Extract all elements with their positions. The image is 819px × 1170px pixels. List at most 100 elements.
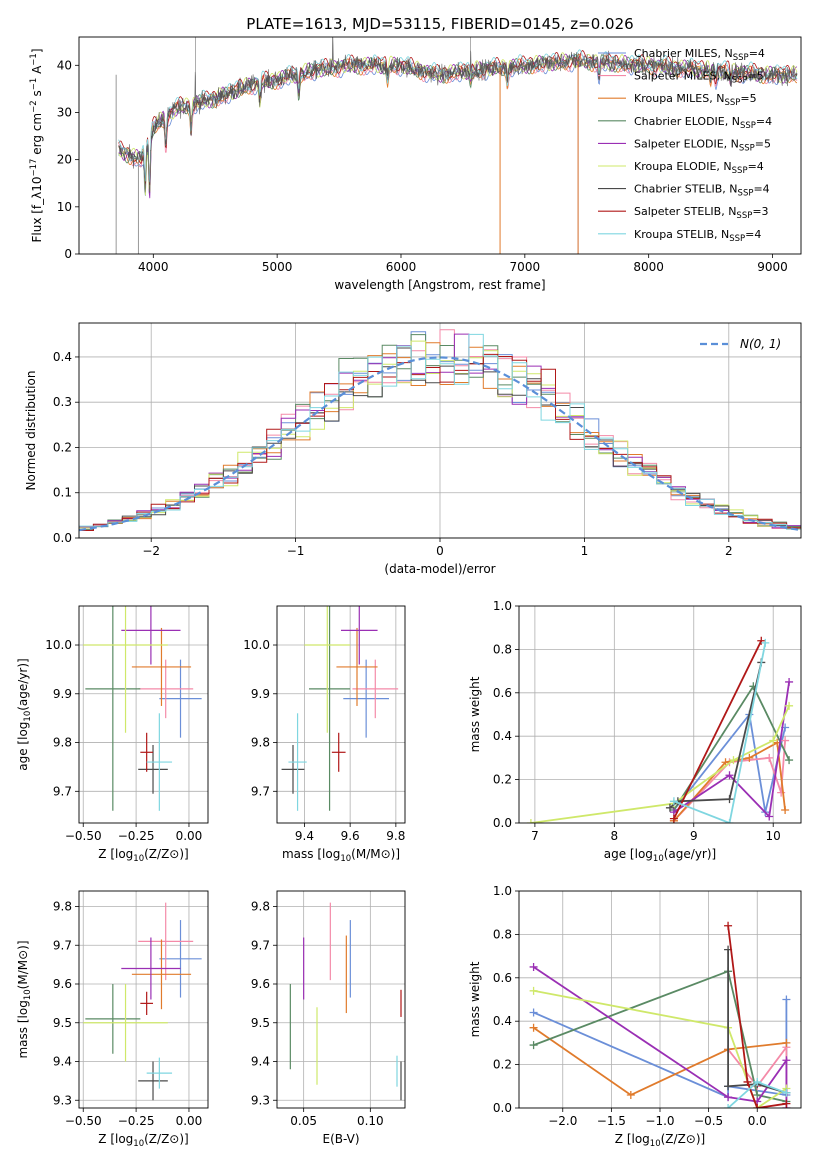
y-tick-label: 9.8 [53,736,72,750]
label-fragment: 10 [23,711,33,722]
weight-marker [724,1082,733,1091]
x-tick-label: 8000 [633,260,664,274]
x-axis-label: age [log10​(age/yr)] [604,847,716,864]
x-tick-label: 7 [531,829,539,843]
label-fragment: Z [ [615,1132,632,1146]
panel-mass-vs-Z: −0.50 −0.25 0.009.39.49.59.69.79.8Z [log10… [16,890,209,1149]
plot-area-mass-vs-EBV [277,891,405,1108]
x-axis-label: Z [log10​(Z/Z⊙)] [98,1132,188,1149]
weight-marker [785,701,794,710]
x-tick-label: −2 [142,544,160,558]
x-tick-label: −0.50 [65,1114,102,1128]
spectrum-data-line [118,37,798,193]
legend-entry: Salpeter STELIB, NSSP​=3 [634,205,769,221]
x-tick-label: 9.6 [341,829,360,843]
weight-marker [781,805,790,814]
panel-residuals: −2 −1 0 1 2 0.0 0.1 0.2 0.3 0.4 (data-model)/error… [24,322,802,576]
label-fragment: log [115,847,133,861]
label-fragment: s [30,90,44,100]
panel-weight-vs-Z: −2.0 −1.5 −1.0 −0.5 0.0 0.0 0.2 0.4 0.6 0.8 1.0 Z [… [468,884,802,1149]
label-fragment: Kroupa ELODIE, N [634,160,732,173]
plot-area-age-vs-mass [277,606,405,823]
panel-age-vs-Z: −0.50 −0.25 0.00 9.7 9.8 9.9 10.0 Z [log10​(Z/Z… [16,605,209,864]
label-fragment: SSP [736,211,752,221]
x-tick-label: −0.25 [118,1114,155,1128]
label-fragment: Z [ [98,847,115,861]
y-axis-label: Flux [f_λ10−17​ erg cm−2​ s−1​ A−1​] [29,48,44,242]
legend-entry: Salpeter ELODIE, NSSP​=5 [634,137,771,153]
x-tick-label: 6000 [386,260,417,274]
axes-frame [518,605,802,824]
weight-marker [765,753,774,762]
label-fragment: 10 [133,1139,144,1149]
x-tick-label: 0.00 [176,829,203,843]
y-tick-label: 0.2 [493,1058,512,1072]
label-fragment: Salpeter ELODIE, N [634,137,739,150]
x-tick-label: 9 [690,829,698,843]
label-fragment: mass weight [468,676,482,752]
weight-marker [669,797,678,806]
weight-marker [725,771,734,780]
label-fragment: Chabrier ELODIE, N [634,115,740,128]
label-fragment: log [16,1000,30,1018]
y-tick-label: 0 [64,247,72,261]
weight-line [727,949,787,1094]
label-fragment: log [322,847,340,861]
x-tick-label: 0.0 [748,1114,767,1128]
y-tick-label: 9.6 [53,977,72,991]
weight-marker [669,814,678,823]
plot-area-residuals [79,323,801,538]
x-tick-label: −0.25 [118,829,155,843]
label-fragment: A [30,65,44,78]
y-tick-label: 9.5 [53,1016,72,1030]
label-fragment: (Z/Z⊙)] [144,847,189,861]
weight-line [673,640,763,820]
label-fragment: (Z/Z⊙)] [144,1132,189,1146]
y-tick-label: 0.2 [493,773,512,787]
label-fragment: Z [ [98,1132,115,1146]
label-fragment: =5 [755,137,771,150]
x-axis-label: E(B-V) [322,1132,359,1146]
x-tick-label: 0.05 [290,1114,317,1128]
weight-marker [782,1099,791,1108]
weight-marker [724,1104,733,1108]
y-tick-label: 9.8 [53,900,72,914]
label-fragment: =5 [748,70,764,83]
weight-marker [769,736,778,745]
label-fragment: SSP [724,98,740,108]
axes-frame [276,890,406,1109]
y-tick-label: 0.4 [493,1014,512,1028]
y-tick-label: 9.6 [251,977,270,991]
label-fragment: 10 [340,854,351,864]
x-tick-label: −1 [287,544,305,558]
y-tick-label: 9.3 [251,1093,270,1107]
x-tick-label: 8 [611,829,619,843]
label-fragment: erg cm [30,113,44,159]
x-tick-label: 0.00 [176,1114,203,1128]
panel-weight-vs-age: 7 8 9 10 0.0 0.2 0.4 0.6 0.8 1.0 age [log10​(age/y… [468,599,802,864]
x-tick-label: 10 [766,829,781,843]
label-fragment: 10 [23,989,33,1000]
y-axis-label: mass [log10​(M/M⊙)] [16,940,33,1058]
gaussian-curve [79,356,801,532]
axes-frame [78,36,802,255]
weight-marker [782,1038,791,1047]
label-fragment: =3 [752,205,768,218]
label-fragment: =4 [745,228,761,241]
x-tick-label: 1 [581,544,589,558]
label-fragment: mass [ [16,1018,30,1058]
x-tick-label: 4000 [138,260,169,274]
weight-marker [745,753,754,762]
x-tick-label: −0.50 [65,829,102,843]
axes-frame [78,605,209,824]
label-fragment: Kroupa MILES, N [634,92,724,105]
label-fragment: log [115,1132,133,1146]
label-fragment: Flux [f_λ10 [30,176,44,242]
weight-line [533,989,787,1108]
weight-marker [761,638,770,647]
weight-marker [753,1077,762,1086]
y-axis-label: Normed distribution [24,371,38,491]
weight-marker [782,995,791,1004]
legend-entry: Chabrier STELIB, NSSP​=4 [634,183,770,199]
